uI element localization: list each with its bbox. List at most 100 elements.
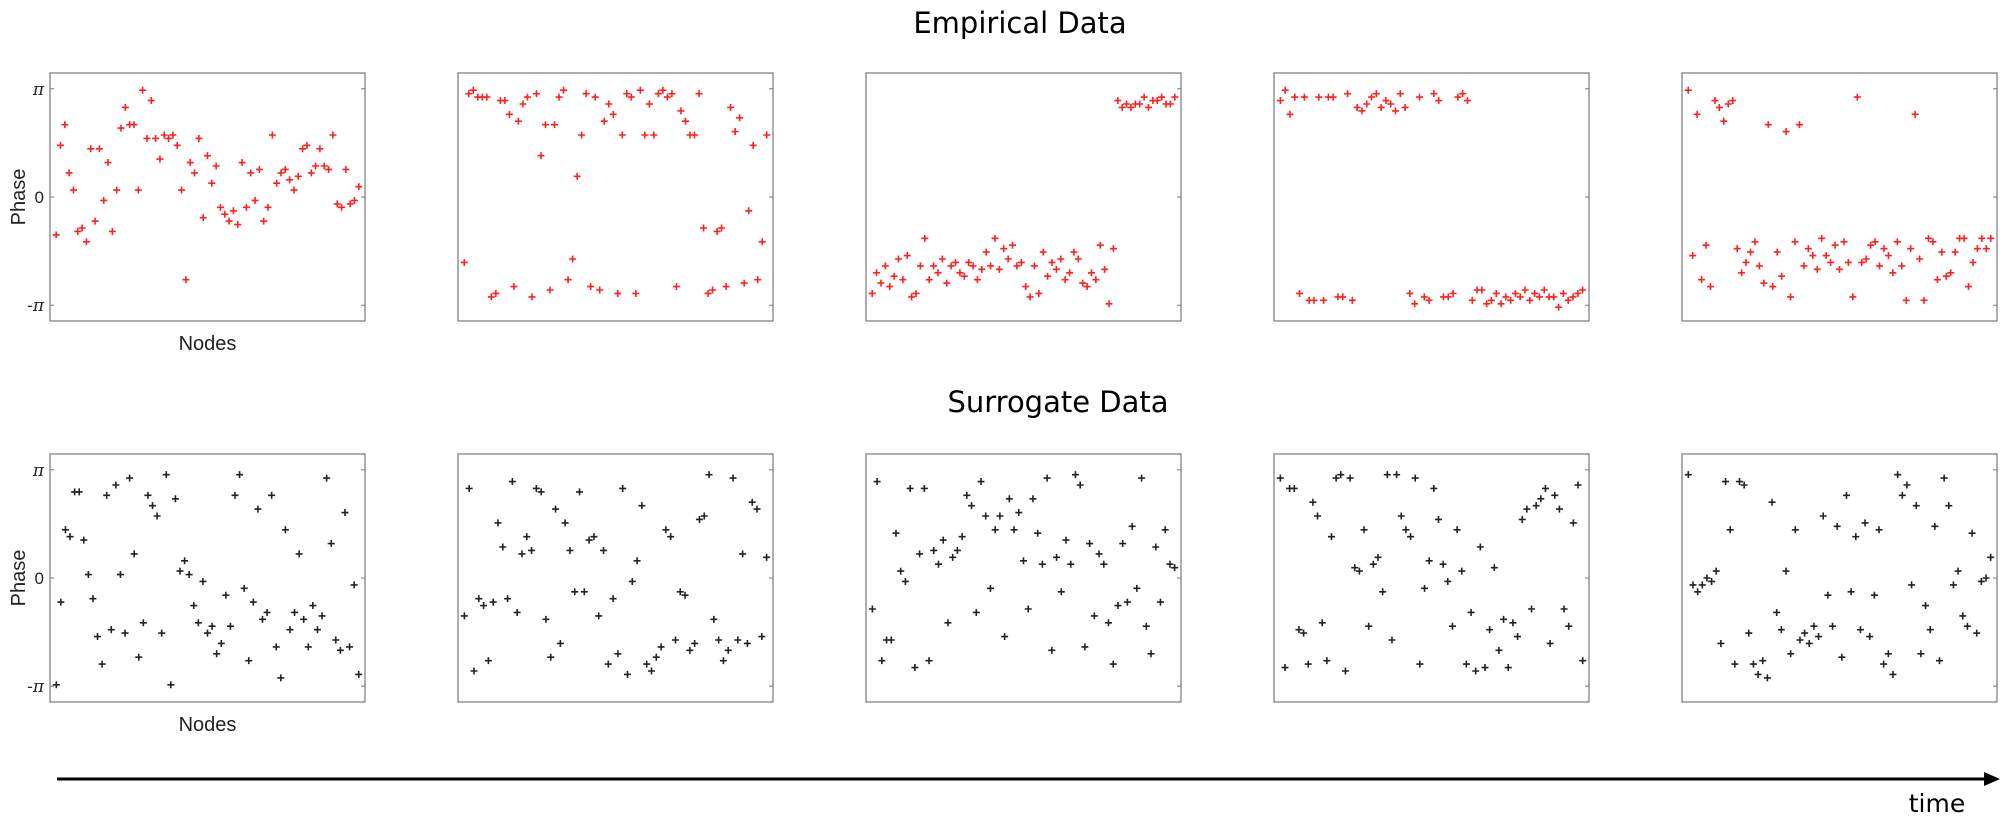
data-point — [1411, 474, 1419, 482]
data-point — [1017, 258, 1025, 266]
data-point — [1128, 522, 1136, 530]
data-point — [1532, 502, 1540, 510]
data-point — [1070, 248, 1078, 256]
data-point — [638, 502, 646, 510]
data-point — [277, 169, 285, 177]
data-point — [551, 121, 559, 129]
data-point — [528, 293, 536, 301]
time-arrow — [57, 772, 2000, 786]
data-point — [1898, 262, 1906, 270]
data-point — [727, 103, 735, 111]
data-point — [1296, 289, 1304, 297]
data-point — [225, 217, 233, 225]
data-point — [1541, 484, 1549, 492]
data-point — [1565, 622, 1573, 630]
data-point — [1795, 121, 1803, 129]
data-point — [1791, 238, 1799, 246]
data-point — [1518, 515, 1526, 523]
data-point — [1101, 265, 1109, 273]
data-point — [355, 670, 363, 678]
data-point — [667, 533, 675, 541]
data-point — [1382, 97, 1390, 105]
data-point — [52, 681, 60, 689]
data-point — [1782, 567, 1790, 575]
data-point — [758, 238, 766, 246]
data-point — [1315, 93, 1323, 101]
data-point — [982, 512, 990, 520]
data-point — [1847, 588, 1855, 596]
data-point — [953, 546, 961, 554]
data-point — [1009, 241, 1017, 249]
data-point — [121, 103, 129, 111]
data-point — [1514, 633, 1522, 641]
data-point — [1095, 550, 1103, 558]
data-point — [1053, 553, 1061, 561]
data-point — [245, 657, 253, 665]
data-point — [504, 595, 512, 603]
data-point — [523, 533, 531, 541]
data-point — [320, 162, 328, 170]
data-point — [1965, 283, 1973, 291]
data-point — [542, 615, 550, 623]
data-point — [351, 196, 359, 204]
data-point — [194, 619, 202, 627]
data-point — [1903, 481, 1911, 489]
data-point — [1815, 633, 1823, 641]
data-point — [126, 474, 134, 482]
data-point — [1528, 605, 1536, 613]
data-point — [596, 286, 604, 294]
plot-frame — [457, 453, 774, 703]
data-point — [1166, 100, 1174, 108]
data-point — [1526, 296, 1534, 304]
data-point — [134, 186, 142, 194]
data-point — [1763, 674, 1771, 682]
data-point — [204, 152, 211, 160]
data-point — [1809, 252, 1817, 260]
data-point — [460, 612, 468, 620]
data-point — [234, 221, 242, 229]
data-point — [272, 643, 280, 651]
data-point — [1842, 491, 1850, 499]
data-point — [1977, 577, 1985, 585]
data-point — [1476, 543, 1484, 551]
data-point — [1123, 100, 1131, 108]
data-point — [609, 110, 617, 118]
data-point — [1829, 622, 1837, 630]
plot-frame — [1273, 72, 1590, 322]
data-point — [1749, 660, 1757, 668]
data-point — [1836, 265, 1843, 273]
data-point — [1813, 265, 1821, 273]
data-point — [968, 502, 976, 510]
data-point — [1463, 97, 1471, 105]
data-point — [505, 110, 513, 118]
data-point — [532, 90, 540, 98]
data-point — [1711, 97, 1719, 105]
plot-frame — [1681, 453, 1998, 703]
data-point — [1010, 526, 1018, 534]
data-point — [329, 131, 337, 139]
y-tick-label: -π — [27, 677, 45, 697]
time-arrow-head — [1984, 772, 2000, 786]
data-point — [130, 121, 138, 129]
data-point — [952, 258, 960, 266]
data-point — [162, 471, 170, 479]
data-point — [686, 646, 694, 654]
data-point — [1348, 296, 1356, 304]
data-point — [560, 86, 568, 94]
data-point — [173, 141, 181, 149]
data-point — [1368, 93, 1376, 101]
data-point — [1067, 560, 1075, 568]
data-point — [1044, 272, 1052, 280]
data-point — [1893, 238, 1901, 246]
data-point — [1030, 262, 1038, 270]
data-point — [1421, 584, 1429, 592]
data-point — [1717, 639, 1725, 647]
data-point — [537, 488, 545, 496]
data-point — [636, 86, 644, 94]
data-point — [1500, 615, 1508, 623]
data-point — [69, 186, 77, 194]
data-point — [591, 93, 599, 101]
data-point — [208, 622, 216, 630]
data-point — [346, 200, 354, 208]
data-point — [753, 505, 761, 513]
